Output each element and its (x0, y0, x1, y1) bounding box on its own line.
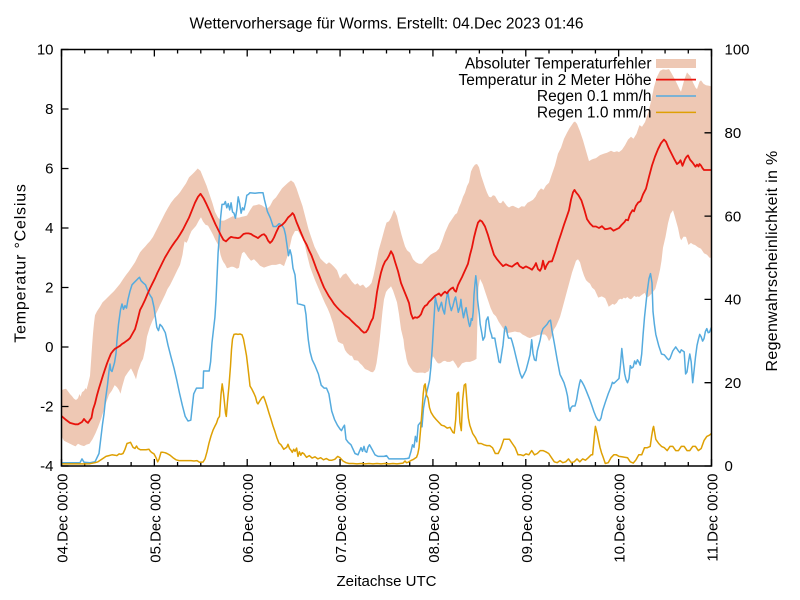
svg-text:4: 4 (45, 220, 53, 237)
svg-text:2: 2 (45, 280, 53, 297)
svg-text:8: 8 (45, 101, 53, 118)
svg-text:Wettervorhersage für Worms. Er: Wettervorhersage für Worms. Erstellt: 04… (190, 16, 584, 33)
svg-text:11.Dec 00:00: 11.Dec 00:00 (705, 474, 722, 562)
svg-text:100: 100 (725, 42, 750, 59)
svg-text:0: 0 (45, 339, 53, 356)
svg-text:20: 20 (725, 375, 742, 392)
svg-text:Temperatur °Celsius: Temperatur °Celsius (13, 183, 30, 342)
svg-text:06.Dec 00:00: 06.Dec 00:00 (240, 474, 257, 563)
svg-text:Regenwahrscheinlichkeit in %: Regenwahrscheinlichkeit in % (764, 151, 781, 372)
svg-text:07.Dec 00:00: 07.Dec 00:00 (333, 474, 350, 563)
svg-text:08.Dec 00:00: 08.Dec 00:00 (426, 474, 443, 563)
svg-text:Zeitachse UTC: Zeitachse UTC (336, 573, 436, 590)
svg-text:10: 10 (37, 42, 54, 59)
svg-text:05.Dec 00:00: 05.Dec 00:00 (147, 474, 164, 563)
svg-text:Absoluter Temperaturfehler: Absoluter Temperaturfehler (465, 55, 652, 72)
svg-text:0: 0 (725, 458, 733, 475)
svg-text:80: 80 (725, 125, 742, 142)
svg-text:Temperatur in 2 Meter Höhe: Temperatur in 2 Meter Höhe (459, 72, 652, 89)
svg-text:10.Dec 00:00: 10.Dec 00:00 (612, 474, 629, 563)
svg-text:09.Dec 00:00: 09.Dec 00:00 (519, 474, 536, 563)
svg-text:04.Dec 00:00: 04.Dec 00:00 (55, 474, 72, 563)
svg-text:-4: -4 (40, 458, 53, 475)
svg-text:Regen 0.1 mm/h: Regen 0.1 mm/h (537, 88, 652, 105)
svg-text:60: 60 (725, 208, 742, 225)
svg-text:-2: -2 (40, 399, 53, 416)
svg-text:Regen 1.0 mm/h: Regen 1.0 mm/h (537, 105, 652, 122)
svg-text:6: 6 (45, 161, 53, 178)
svg-text:40: 40 (725, 292, 742, 309)
